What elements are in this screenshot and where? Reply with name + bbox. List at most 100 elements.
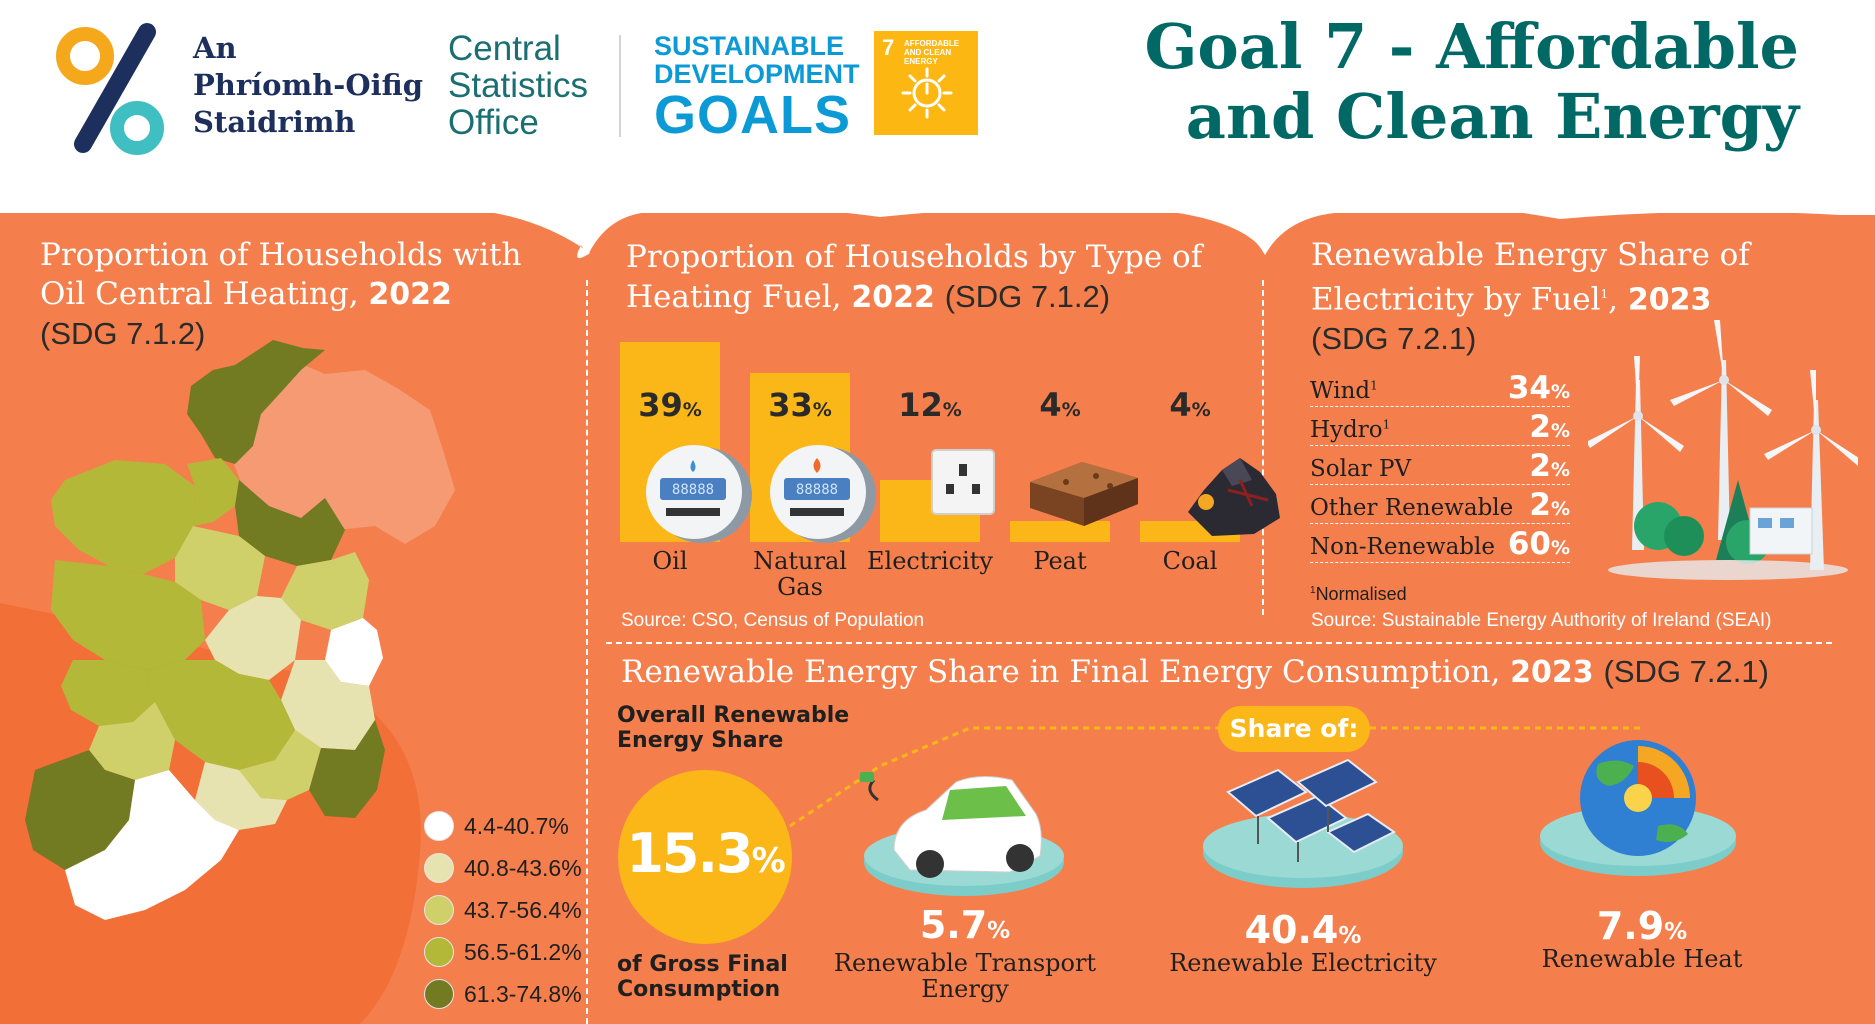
map-region xyxy=(195,762,287,830)
category-label: Natural Gas xyxy=(753,547,847,601)
legend-label: 4.4-40.7% xyxy=(464,812,569,839)
map-region xyxy=(325,618,383,686)
legend-swatch xyxy=(424,895,454,925)
fuel-share: 2% xyxy=(1529,487,1570,523)
heat-share-label: Renewable Heat xyxy=(1541,945,1743,973)
map-region xyxy=(281,660,375,750)
legend-swatch xyxy=(424,853,454,883)
heating-fuel-title: Proportion of Households by Type of Heat… xyxy=(626,239,1203,315)
map-region xyxy=(61,660,155,726)
transport-share-label: Renewable Transport Energy xyxy=(833,949,1097,1003)
sdg-wordmark: SUSTAINABLE DEVELOPMENT GOALS xyxy=(654,31,860,145)
map-region xyxy=(25,750,135,870)
transport-share-value: 5.7% xyxy=(919,903,1011,947)
electric-socket-icon xyxy=(931,449,995,515)
header-divider xyxy=(619,35,621,137)
legend-swatch xyxy=(424,979,454,1009)
geothermal-earth-icon xyxy=(1540,740,1736,876)
category-label: Peat xyxy=(1033,547,1087,575)
map-region xyxy=(89,702,175,780)
separator-left xyxy=(586,280,588,1024)
bar-value-label: 39% xyxy=(638,386,702,424)
category-label: Electricity xyxy=(867,547,993,575)
fuel-name: Other Renewable xyxy=(1310,495,1514,521)
final-energy-title: Renewable Energy Share in Final Energy C… xyxy=(621,654,1769,690)
list-item: Non-Renewable 60% xyxy=(1310,524,1570,563)
map-region xyxy=(51,460,195,574)
wind-turbines-icon xyxy=(1588,320,1858,580)
power-sun-icon xyxy=(901,67,953,119)
map-region xyxy=(281,552,369,630)
overall-share-value: 15.3% xyxy=(626,822,785,885)
map-region xyxy=(175,526,265,610)
gas-meter-icon: 88888 xyxy=(770,445,876,543)
goal-7-tile: 7 AFFORDABLE AND CLEAN ENERGY xyxy=(874,31,978,135)
solar-panels-icon xyxy=(1203,758,1403,888)
northern-ireland-region xyxy=(225,358,455,544)
category-label: Oil xyxy=(652,547,688,575)
legend-item: 43.7-56.4% xyxy=(424,889,582,931)
overall-share-caption: of Gross Final Consumption xyxy=(617,952,788,1002)
fuel-share: 34% xyxy=(1507,370,1570,406)
map-region xyxy=(309,720,385,818)
page-title: Goal 7 - Affordable and Clean Energy xyxy=(1144,10,1799,153)
fuel-name: Hydro1 xyxy=(1310,417,1391,443)
legend-label: 61.3-74.8% xyxy=(464,980,582,1007)
map-region xyxy=(187,340,325,464)
bar-value-label: 12% xyxy=(898,386,962,424)
renewable-electricity-title: Renewable Energy Share of Electricity by… xyxy=(1311,237,1750,357)
map-region xyxy=(51,560,205,670)
legend-item: 56.5-61.2% xyxy=(424,931,582,973)
fuel-share: 60% xyxy=(1507,526,1570,562)
legend-item: 4.4-40.7% xyxy=(424,805,582,847)
svg-text:88888: 88888 xyxy=(796,482,838,498)
list-item: Solar PV 2% xyxy=(1310,446,1570,485)
heating-fuel-source: Source: CSO, Census of Population xyxy=(621,610,925,631)
map-region xyxy=(187,458,239,526)
heating-fuel-chart: 39% Oil 33% Natural Gas 12% Electricity 4% Peat 4… xyxy=(620,330,1290,610)
map-region xyxy=(145,660,295,770)
legend-item: 61.3-74.8% xyxy=(424,973,582,1015)
org-name-english: Central Statistics Office xyxy=(448,29,589,142)
bar-value-label: 33% xyxy=(768,386,832,424)
electricity-footnote: 1Normalised xyxy=(1310,584,1407,604)
heat-share-value: 7.9% xyxy=(1596,904,1688,948)
legend-label: 40.8-43.6% xyxy=(464,854,582,881)
map-legend: 4.4-40.7% 40.8-43.6% 43.7-56.4% 56.5-61.… xyxy=(424,805,582,1015)
bar-value-label: 4% xyxy=(1169,386,1211,424)
map-region xyxy=(65,770,239,920)
legend-label: 43.7-56.4% xyxy=(464,896,582,923)
oil-heating-title: Proportion of Households with Oil Centra… xyxy=(40,237,522,351)
electricity-fuel-list: Wind1 34% Hydro1 2% Solar PV 2% Other Re… xyxy=(1310,368,1570,563)
peat-icon xyxy=(1030,462,1138,526)
list-item: Hydro1 2% xyxy=(1310,407,1570,446)
fuel-share: 2% xyxy=(1529,409,1570,445)
legend-label: 56.5-61.2% xyxy=(464,938,582,965)
category-label: Coal xyxy=(1162,547,1218,575)
oil-meter-icon: 88888 xyxy=(646,445,752,543)
legend-swatch xyxy=(424,811,454,841)
fuel-name: Solar PV xyxy=(1310,456,1412,482)
overall-share-label: Overall Renewable Energy Share xyxy=(617,703,850,753)
org-name-irish: An Phríomh-Oifig Staidrimh xyxy=(193,31,423,139)
list-item: Other Renewable 2% xyxy=(1310,485,1570,524)
fuel-share: 2% xyxy=(1529,448,1570,484)
electricity-share-label: Renewable Electricity xyxy=(1169,949,1437,977)
coal-icon xyxy=(1188,458,1280,536)
legend-item: 40.8-43.6% xyxy=(424,847,582,889)
bar-peat xyxy=(1010,521,1110,542)
electricity-source: Source: Sustainable Energy Authority of … xyxy=(1311,610,1772,631)
fuel-name: Non-Renewable xyxy=(1310,534,1495,560)
share-connector-lines xyxy=(789,726,1640,828)
ireland-oil-heating-map xyxy=(25,340,455,920)
share-of-badge: Share of: xyxy=(1218,706,1370,752)
overall-share-circle xyxy=(618,770,792,944)
list-item: Wind1 34% xyxy=(1310,368,1570,407)
fuel-name: Wind1 xyxy=(1310,378,1378,404)
cso-logo-icon xyxy=(56,23,164,155)
legend-swatch xyxy=(424,937,454,967)
electric-car-icon xyxy=(860,772,1064,896)
bar-value-label: 4% xyxy=(1039,386,1081,424)
separator-middle xyxy=(1262,280,1264,615)
svg-text:88888: 88888 xyxy=(672,482,714,498)
